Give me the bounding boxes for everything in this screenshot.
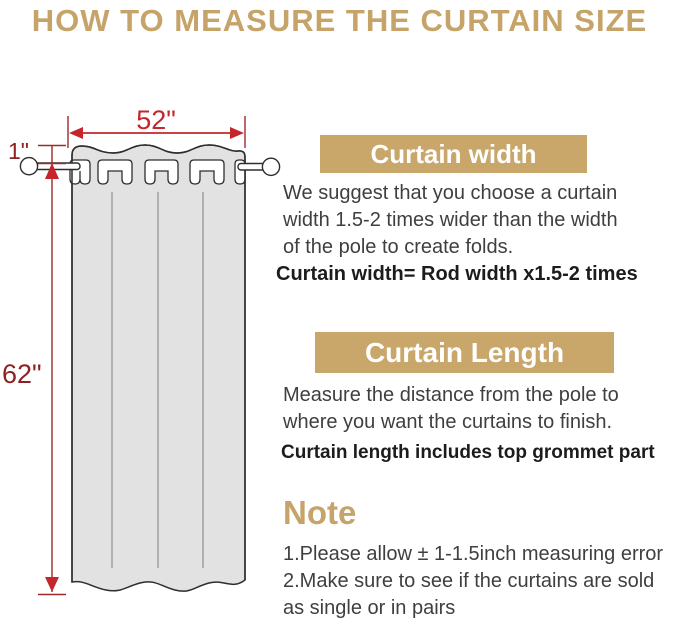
- curtain-length-description: Measure the distance from the pole to wh…: [283, 382, 619, 436]
- text-line: Measure the distance from the pole to: [283, 384, 619, 406]
- note-body: 1.Please allow ± 1-1.5inch measuring err…: [283, 541, 663, 619]
- arrow-down-icon: [45, 577, 59, 592]
- text-line: 1.Please allow ± 1-1.5inch measuring err…: [283, 543, 664, 565]
- curtain-measurement-diagram: 52" 1" 62": [2, 105, 281, 596]
- curtain-width-description: We suggest that you choose a curtain wid…: [283, 180, 618, 261]
- text-line: width 1.5-2 times wider than the width: [283, 209, 618, 231]
- text-line: of the pole to create folds.: [283, 236, 514, 258]
- rod-finial-left: [19, 156, 39, 176]
- curtain-length-formula: Curtain length includes top grommet part: [281, 442, 655, 463]
- grommet-opening: [144, 159, 179, 185]
- rod-finial-right: [261, 157, 281, 177]
- curtain-width-formula: Curtain width= Rod width x1.5-2 times: [276, 263, 638, 285]
- section-header-curtain-length: Curtain Length: [315, 332, 614, 373]
- text-line: 2.Make sure to see if the curtains are s…: [283, 570, 655, 592]
- section-heading-label: Curtain Length: [364, 336, 565, 368]
- grommet-opening: [97, 159, 133, 185]
- text-line: as single or in pairs: [283, 597, 456, 619]
- curtain-length-value: 62": [2, 359, 42, 389]
- grommet-opening: [189, 159, 225, 185]
- section-header-curtain-width: Curtain width: [320, 135, 587, 173]
- arrow-right-icon: [230, 127, 244, 139]
- text-line: where you want the curtains to finish.: [283, 411, 613, 433]
- page-title: HOW TO MEASURE THE CURTAIN SIZE: [31, 3, 648, 38]
- section-heading-label: Curtain width: [370, 138, 537, 169]
- arrow-left-icon: [69, 127, 83, 139]
- note-heading: Note: [283, 494, 357, 531]
- text-line: We suggest that you choose a curtain: [283, 182, 618, 204]
- arrow-up-icon: [45, 163, 59, 179]
- curtain-outline: [71, 144, 246, 582]
- header-height-value: 1": [8, 138, 29, 164]
- curtain-width-value: 52": [136, 105, 176, 135]
